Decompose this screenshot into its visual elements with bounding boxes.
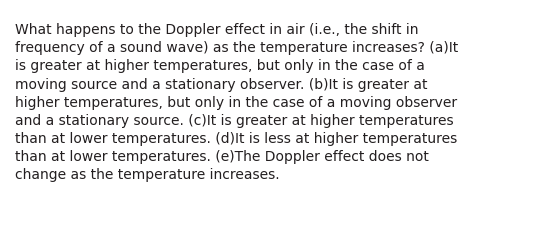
Text: What happens to the Doppler effect in air (i.e., the shift in
frequency of a sou: What happens to the Doppler effect in ai… [15,23,458,182]
